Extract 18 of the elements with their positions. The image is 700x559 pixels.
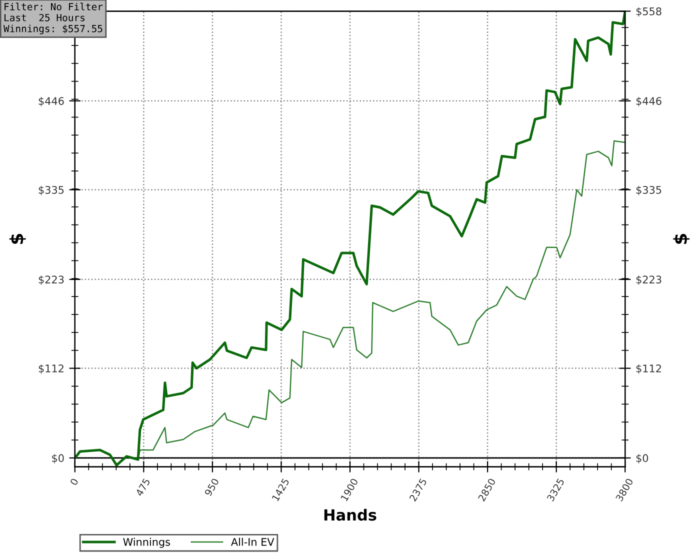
y-tick-label: $335 <box>38 186 64 196</box>
x-axis-title: Hands <box>324 508 376 521</box>
y-tick-label: $112 <box>38 364 64 374</box>
y2-axis-title: $ <box>673 234 690 244</box>
y2-tick-label: $558 <box>636 7 662 17</box>
legend-label: All-In EV <box>231 538 274 546</box>
y2-tick-label: $112 <box>636 364 661 374</box>
y-tick-label: $223 <box>38 275 64 285</box>
y-tick-label: $0 <box>52 454 64 464</box>
y2-tick-label: $223 <box>636 275 662 285</box>
y2-tick-label: $0 <box>636 454 648 464</box>
y2-tick-label: $446 <box>636 96 662 106</box>
y2-tick-label: $335 <box>636 186 662 196</box>
x-tick-label: 0 <box>70 478 79 486</box>
y-axis-title: $ <box>9 234 26 244</box>
annotation: Filter: No Filter Last 25 Hours Winnings: $557.55 <box>4 2 103 34</box>
y-tick-label: $446 <box>38 96 64 106</box>
legend-label: Winnings <box>123 538 170 548</box>
